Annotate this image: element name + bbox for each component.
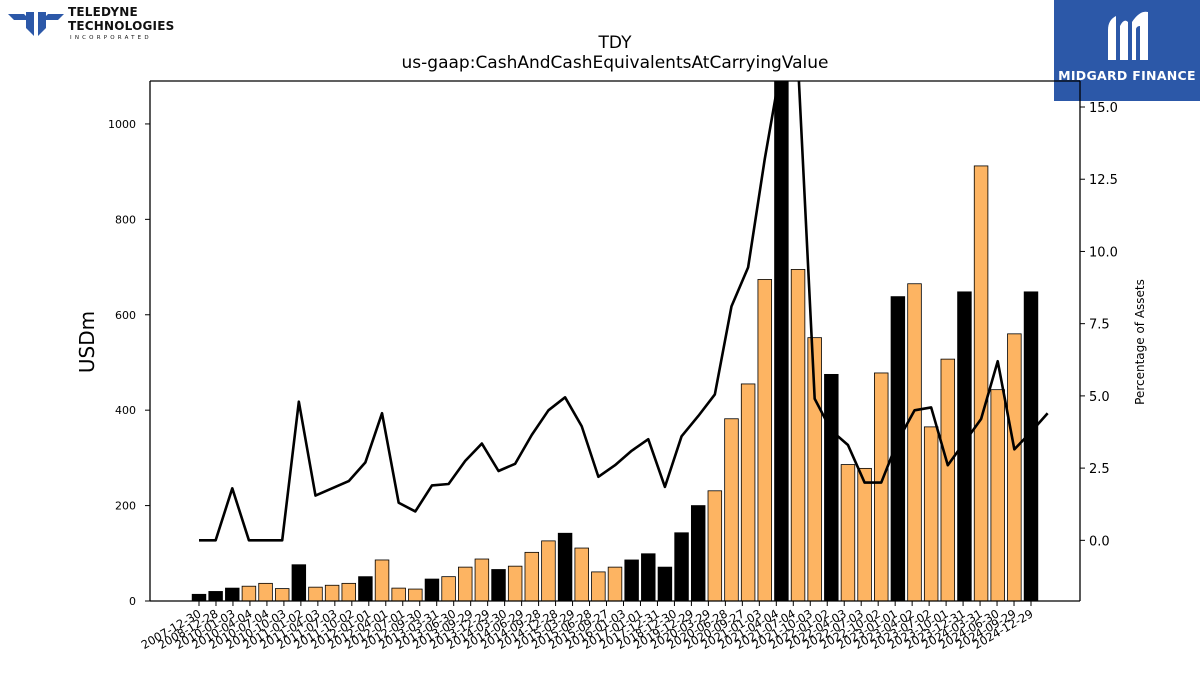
chart-subtitle: us-gaap:CashAndCashEquivalentsAtCarrying… — [402, 53, 829, 73]
y2-tick-label: 15.0 — [1089, 101, 1118, 116]
bar — [324, 584, 340, 601]
bar — [441, 576, 456, 601]
bar — [291, 564, 307, 601]
bar — [424, 578, 440, 601]
bar — [225, 587, 240, 601]
bar — [574, 547, 589, 601]
bar — [308, 586, 323, 601]
y2-tick-label: 5.0 — [1089, 390, 1110, 405]
bar — [358, 576, 373, 601]
logo-line-2: TECHNOLOGIES — [68, 19, 175, 33]
y-tick-label: 1000 — [108, 118, 136, 131]
bar — [524, 551, 540, 601]
brand-name: MIDGARD FINANCE — [1058, 68, 1196, 83]
bar — [657, 566, 673, 601]
bar — [973, 165, 989, 601]
y2-tick-label: 0.0 — [1089, 534, 1110, 549]
logo-line-3: INCORPORATED — [70, 35, 152, 41]
bar — [507, 565, 523, 601]
bar — [458, 566, 473, 601]
bar — [641, 553, 656, 601]
y2-tick-label: 2.5 — [1089, 462, 1110, 477]
bar — [391, 587, 406, 601]
bar — [374, 559, 390, 601]
bar — [874, 372, 889, 601]
y-tick-label: 0 — [129, 595, 136, 608]
bar — [774, 81, 789, 601]
y-tick-label: 400 — [115, 404, 136, 417]
bar — [724, 418, 739, 601]
bar — [208, 591, 223, 601]
bar — [258, 582, 273, 601]
bar — [940, 358, 956, 601]
axes: 0 200 400 600 800 1000 0.0 2.5 5.0 7.5 10.0 12.5 15.… — [108, 80, 1118, 652]
bar — [824, 373, 839, 601]
bar — [840, 464, 856, 601]
bar — [757, 279, 772, 601]
bar — [491, 569, 506, 601]
bar — [591, 571, 606, 601]
bar — [857, 467, 872, 601]
bar — [923, 426, 939, 601]
logo-line-1: TELEDYNE — [68, 5, 138, 19]
bar — [557, 532, 573, 601]
bar — [274, 588, 290, 601]
teledyne-emblem-icon — [8, 12, 64, 36]
y-tick-label: 200 — [115, 500, 136, 513]
y2-tick-label: 12.5 — [1089, 173, 1118, 188]
bar — [957, 291, 972, 601]
line-series — [199, 81, 1049, 542]
bar — [541, 540, 556, 601]
bar — [740, 383, 756, 601]
brand-badge: MIDGARD FINANCE — [1054, 0, 1200, 101]
line-path — [199, 81, 1049, 542]
company-logo: TELEDYNE TECHNOLOGIES INCORPORATED — [6, 4, 176, 44]
bar — [907, 283, 922, 601]
y2-axis-label: Percentage of Assets — [1133, 279, 1147, 405]
midgard-logo-icon — [1108, 11, 1148, 61]
y2-tick-label: 7.5 — [1089, 318, 1110, 333]
bar — [408, 588, 423, 601]
bar — [607, 566, 623, 601]
bar — [890, 296, 906, 601]
bar — [790, 269, 806, 601]
bar — [674, 532, 689, 601]
y-tick-label: 800 — [115, 213, 136, 226]
bar-series — [191, 81, 1039, 601]
bar — [624, 559, 639, 601]
y2-tick-label: 10.0 — [1089, 245, 1118, 260]
bar — [241, 585, 257, 601]
bar — [191, 593, 207, 601]
y-tick-label: 600 — [115, 309, 136, 322]
bar — [1023, 291, 1039, 601]
bar — [690, 505, 706, 601]
bar — [1007, 333, 1022, 601]
chart-title: TDY — [598, 33, 633, 53]
bar — [341, 582, 356, 601]
bar — [990, 389, 1005, 601]
y-axis-label: USDm — [75, 311, 99, 373]
bar — [707, 490, 723, 601]
bar — [474, 558, 490, 601]
